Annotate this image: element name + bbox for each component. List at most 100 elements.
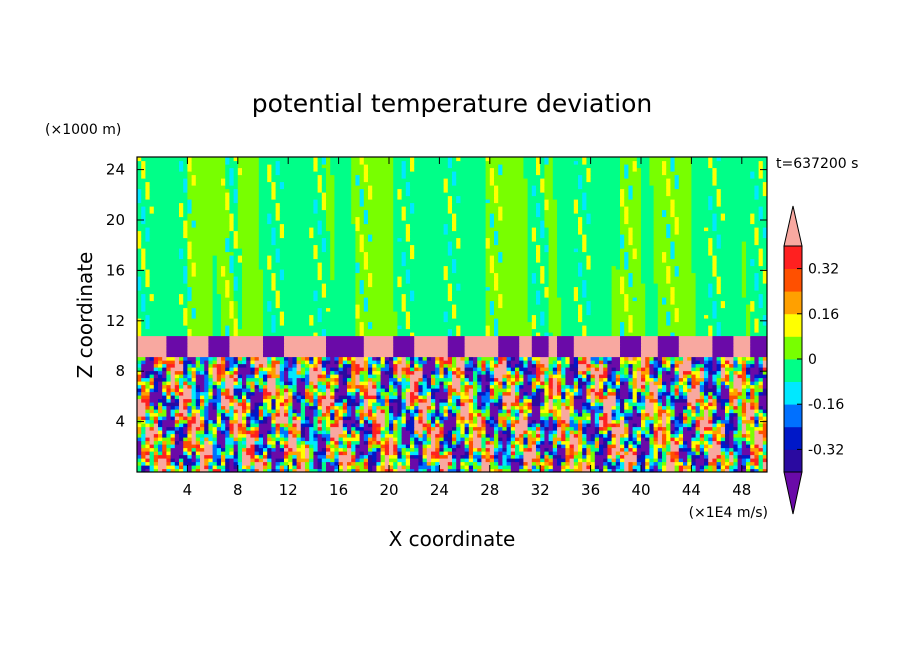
contour-cell: [641, 416, 646, 421]
contour-cell: [137, 444, 142, 449]
contour-cell: [263, 409, 268, 414]
contour-cell: [221, 367, 226, 372]
contour-cell: [254, 440, 264, 445]
contour-cell: [233, 388, 243, 393]
contour-cell: [536, 325, 550, 330]
contour-cell: [242, 398, 247, 403]
contour-cell: [704, 381, 709, 386]
contour-cell: [687, 356, 692, 361]
contour-cell: [284, 451, 289, 456]
contour-cell: [628, 416, 634, 421]
contour-cell: [355, 430, 361, 435]
contour-cell: [233, 321, 239, 326]
contour-cell: [389, 430, 394, 435]
contour-cell: [288, 356, 293, 361]
contour-cell: [565, 419, 571, 424]
contour-cell: [380, 391, 390, 396]
contour-cell: [389, 451, 394, 456]
contour-cell: [645, 451, 650, 456]
contour-cell: [620, 388, 629, 393]
contour-cell: [561, 465, 566, 470]
contour-cell: [494, 437, 499, 442]
contour-cell: [741, 405, 747, 410]
contour-cell: [237, 370, 251, 375]
contour-cell: [447, 405, 453, 410]
contour-cell: [149, 412, 159, 417]
contour-cell: [145, 461, 151, 466]
contour-cell: [666, 402, 671, 407]
contour-cell: [405, 426, 415, 431]
contour-cell: [552, 461, 558, 466]
contour-cell: [586, 395, 592, 400]
contour-cell: [225, 444, 235, 449]
contour-cell: [284, 370, 289, 375]
contour-cell: [284, 458, 289, 463]
contour-cell: [212, 461, 218, 466]
contour-cell: [405, 384, 411, 389]
contour-cell: [670, 447, 680, 452]
contour-cell: [624, 398, 629, 403]
contour-cell: [725, 367, 734, 372]
contour-cell: [309, 398, 314, 403]
contour-cell: [695, 426, 701, 431]
contour-cell: [363, 307, 369, 312]
contour-cell: [439, 412, 445, 417]
contour-cell: [137, 409, 146, 414]
contour-cell: [330, 360, 335, 365]
contour-cell: [498, 419, 503, 424]
contour-cell: [326, 461, 331, 466]
contour-cell: [237, 332, 264, 337]
contour-cell: [636, 444, 642, 449]
contour-cell: [309, 363, 314, 368]
contour-cell: [313, 384, 319, 389]
contour-cell: [338, 468, 344, 472]
contour-cell: [288, 409, 293, 414]
contour-cell: [510, 430, 516, 435]
contour-cell: [435, 395, 449, 400]
contour-cell: [678, 314, 697, 319]
contour-cell: [317, 430, 323, 435]
contour-cell: [233, 332, 239, 337]
contour-cell: [351, 426, 356, 431]
contour-cell: [296, 447, 306, 452]
contour-cell: [284, 391, 289, 396]
contour-cell: [456, 370, 461, 375]
contour-cell: [544, 430, 550, 435]
contour-cell: [141, 423, 146, 428]
contour-cell: [678, 412, 684, 417]
contour-cell: [309, 388, 314, 393]
contour-cell: [254, 370, 260, 375]
contour-cell: [674, 451, 680, 456]
contour-cell: [321, 430, 327, 435]
contour-cell: [725, 468, 730, 472]
contour-cell: [758, 447, 764, 452]
contour-cell: [452, 398, 457, 403]
contour-cell: [410, 356, 415, 361]
contour-cell: [363, 465, 369, 470]
contour-cell: [137, 391, 142, 396]
contour-cell: [531, 356, 541, 361]
contour-cell: [464, 356, 470, 361]
contour-cell: [536, 321, 541, 326]
contour-cell: [321, 465, 327, 470]
contour-cell: [582, 384, 587, 389]
contour-cell: [733, 426, 739, 431]
contour-cell: [187, 437, 193, 442]
contour-cell: [431, 374, 436, 379]
contour-cell: [594, 377, 600, 382]
contour-cell: [758, 367, 764, 372]
contour-cell: [741, 377, 747, 382]
contour-cell: [536, 360, 541, 365]
contour-cell: [720, 433, 726, 438]
contour-cell: [725, 423, 734, 428]
contour-cell: [250, 360, 256, 365]
contour-cell: [347, 381, 356, 386]
contour-cell: [708, 419, 713, 424]
contour-cell: [498, 458, 503, 463]
contour-cell: [578, 304, 583, 309]
contour-cell: [389, 437, 394, 442]
contour-cell: [326, 405, 331, 410]
contour-cell: [632, 328, 646, 333]
contour-cell: [426, 437, 432, 442]
contour-cell: [653, 395, 659, 400]
